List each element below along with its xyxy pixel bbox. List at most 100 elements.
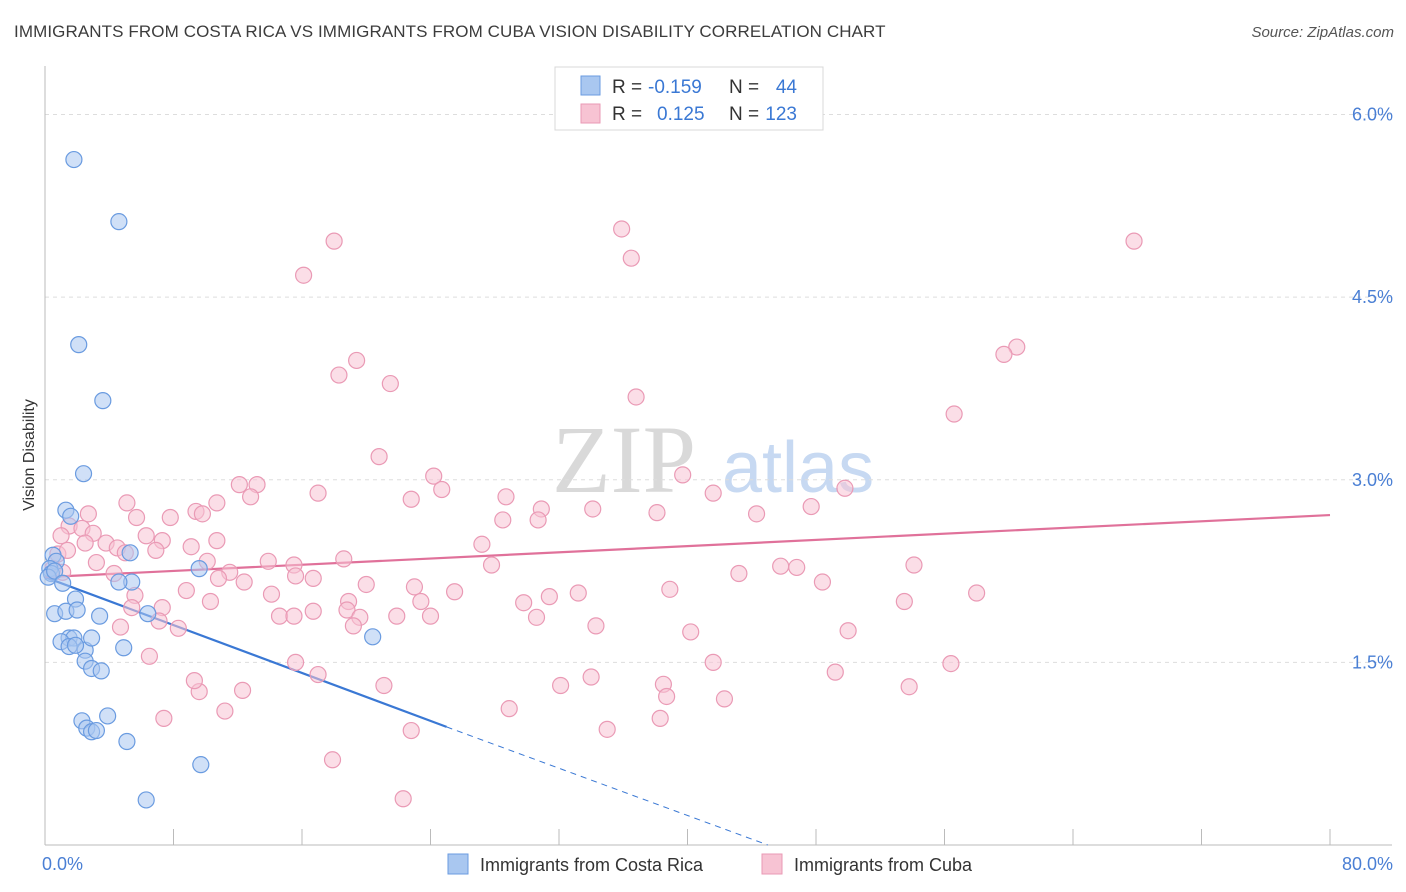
cuba-point — [201, 592, 220, 611]
costa-rica-point — [99, 707, 117, 725]
legend-r-label-cuba: R = — [612, 104, 642, 125]
cuba-point — [185, 672, 203, 690]
cuba-point — [900, 678, 918, 696]
cuba-point — [233, 681, 252, 699]
cuba-point — [715, 690, 734, 708]
cuba-point — [730, 564, 748, 583]
legend-n-label-costa-rica: N = — [729, 77, 759, 98]
cuba-point — [582, 668, 600, 686]
cuba-point — [836, 479, 854, 497]
cuba-point — [344, 617, 362, 635]
legend-bottom-swatch-costa-rica — [447, 853, 469, 875]
cuba-point — [802, 497, 820, 516]
cuba-point — [259, 552, 277, 570]
cuba-point — [286, 653, 305, 671]
cuba-point — [193, 505, 212, 523]
cuba-point — [402, 490, 420, 508]
legend-swatch-costa-rica — [580, 75, 601, 96]
legend-n-value-costa-rica: 44 — [776, 77, 798, 98]
cuba-point — [127, 508, 146, 527]
cuba-point — [674, 466, 692, 484]
cuba-point — [945, 405, 963, 423]
cuba-point — [527, 608, 546, 626]
cuba-point — [394, 790, 412, 808]
cuba-point — [309, 665, 327, 684]
cuba-point — [704, 484, 722, 502]
cuba-point — [375, 676, 393, 695]
cuba-point — [230, 476, 248, 494]
source-label: Source: ZipAtlas.com — [1251, 24, 1394, 41]
legend-r-label-costa-rica: R = — [612, 77, 642, 98]
costa-rica-point — [66, 636, 85, 654]
legend-r-value-cuba: 0.125 — [657, 104, 705, 125]
legend-bottom-swatch-cuba — [761, 853, 783, 875]
legend-swatch-cuba — [580, 103, 601, 124]
cuba-point — [169, 619, 187, 637]
costa-rica-point — [190, 560, 208, 578]
series-legend: Immigrants from Costa Rica Immigrants fr… — [447, 853, 973, 875]
cuba-point — [309, 484, 327, 502]
cuba-point — [651, 709, 669, 727]
cuba-point — [747, 505, 766, 523]
cuba-point — [177, 581, 195, 600]
cuba-point — [388, 607, 406, 625]
costa-rica-point — [70, 336, 88, 354]
costa-rica-point — [74, 465, 93, 483]
cuba-point — [445, 583, 464, 601]
cuba-point — [704, 653, 722, 671]
costa-rica-point — [87, 721, 106, 740]
cuba-point — [286, 567, 305, 585]
cuba-point — [111, 618, 130, 636]
costa-rica-point — [62, 507, 80, 525]
cuba-point — [425, 467, 443, 485]
cuba-point — [895, 592, 913, 611]
y-tick-label: 6.0% — [1352, 105, 1393, 125]
cuba-point — [235, 573, 253, 591]
cuba-point — [338, 601, 356, 619]
cuba-point — [123, 598, 141, 617]
cuba-point — [1008, 338, 1026, 356]
legend-bottom-label-costa-rica: Immigrants from Costa Rica — [480, 855, 704, 875]
costa-rica-point — [115, 639, 133, 657]
cuba-point — [140, 647, 159, 665]
costa-rica-point — [94, 392, 112, 410]
costa-rica-point — [65, 150, 83, 169]
costa-rica-trend-line — [44, 576, 447, 728]
cuba-point — [405, 578, 424, 596]
cuba-point — [433, 480, 451, 499]
cuba-point — [348, 351, 366, 370]
cuba-point — [137, 527, 155, 545]
costa-rica-point — [82, 629, 101, 647]
cuba-point — [209, 569, 228, 587]
cuba-point — [494, 511, 512, 529]
y-tick-label: 3.0% — [1352, 470, 1393, 490]
costa-rica-point — [46, 562, 64, 580]
cuba-point — [826, 663, 844, 681]
data-points — [39, 150, 1143, 809]
costa-rica-point — [54, 574, 72, 592]
cuba-point — [182, 538, 200, 556]
cuba-point — [995, 345, 1013, 363]
cuba-point — [529, 511, 547, 529]
cuba-point — [325, 232, 343, 250]
cuba-point — [285, 607, 303, 625]
costa-rica-trend-extension — [446, 726, 768, 846]
cuba-point — [295, 266, 313, 284]
cuba-point — [270, 607, 289, 625]
cuba-point — [381, 374, 399, 393]
costa-rica-point — [92, 662, 110, 680]
correlation-legend: R = -0.159 N = 44 R = 0.125 N = 123 — [554, 66, 824, 131]
cuba-point — [323, 751, 342, 769]
costa-rica-point — [192, 756, 210, 774]
cuba-point — [648, 504, 666, 522]
cuba-point — [540, 588, 558, 606]
cuba-point — [208, 494, 226, 512]
tick-labels: 1.5% 3.0% 4.5% 6.0% 0.0% 80.0% — [42, 105, 1393, 874]
cuba-point — [658, 687, 676, 706]
costa-rica-point — [121, 544, 139, 562]
y-tick-label: 4.5% — [1352, 287, 1393, 307]
watermark-zip-text: ZIP — [552, 406, 696, 513]
legend-n-value-cuba: 123 — [765, 104, 797, 125]
cuba-point — [772, 557, 790, 575]
